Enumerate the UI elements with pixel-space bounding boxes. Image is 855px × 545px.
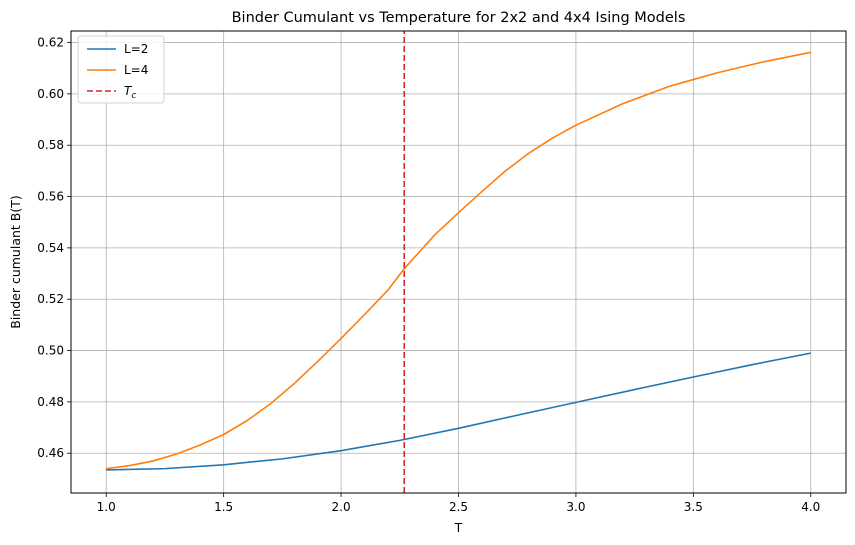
- y-axis: 0.46 0.48 0.50 0.52 0.54 0.56 0.58 0.60 0.62: [37, 36, 71, 460]
- legend-box: [77, 35, 165, 104]
- axes-frame: [70, 30, 847, 494]
- y-tick-label: 0.52: [37, 292, 64, 306]
- series-line-1: [106, 352, 811, 471]
- x-tick-label: 4.0: [801, 500, 820, 514]
- y-axis-label: Binder cumulant B(T): [8, 195, 23, 329]
- y-tick-label: 0.54: [37, 241, 64, 255]
- x-tick-label: 1.5: [214, 500, 233, 514]
- x-tick-label: 3.5: [684, 500, 703, 514]
- y-tick-label: 0.62: [37, 36, 64, 50]
- legend: L=2 L=4 Tc: [77, 35, 165, 104]
- legend-label: L=4: [124, 63, 148, 77]
- x-tick-label: 2.5: [449, 500, 468, 514]
- series-line-2: [106, 51, 811, 470]
- y-tick-label: 0.60: [37, 87, 64, 101]
- x-axis-label: T: [454, 520, 463, 535]
- plot-area: [106, 31, 811, 493]
- y-tick-label: 0.46: [37, 446, 64, 460]
- y-tick-label: 0.56: [37, 190, 64, 204]
- grid: [71, 31, 846, 493]
- legend-label: L=2: [124, 42, 148, 56]
- x-axis: 1.0 1.5 2.0 2.5 3.0 3.5 4.0: [97, 493, 820, 514]
- y-tick-label: 0.50: [37, 344, 64, 358]
- x-tick-label: 3.0: [566, 500, 585, 514]
- y-tick-label: 0.58: [37, 138, 64, 152]
- legend-label: Tc: [124, 84, 136, 101]
- chart-title: Binder Cumulant vs Temperature for 2x2 a…: [232, 10, 686, 26]
- x-tick-label: 2.0: [332, 500, 351, 514]
- x-tick-label: 1.0: [97, 500, 116, 514]
- y-tick-label: 0.48: [37, 395, 64, 409]
